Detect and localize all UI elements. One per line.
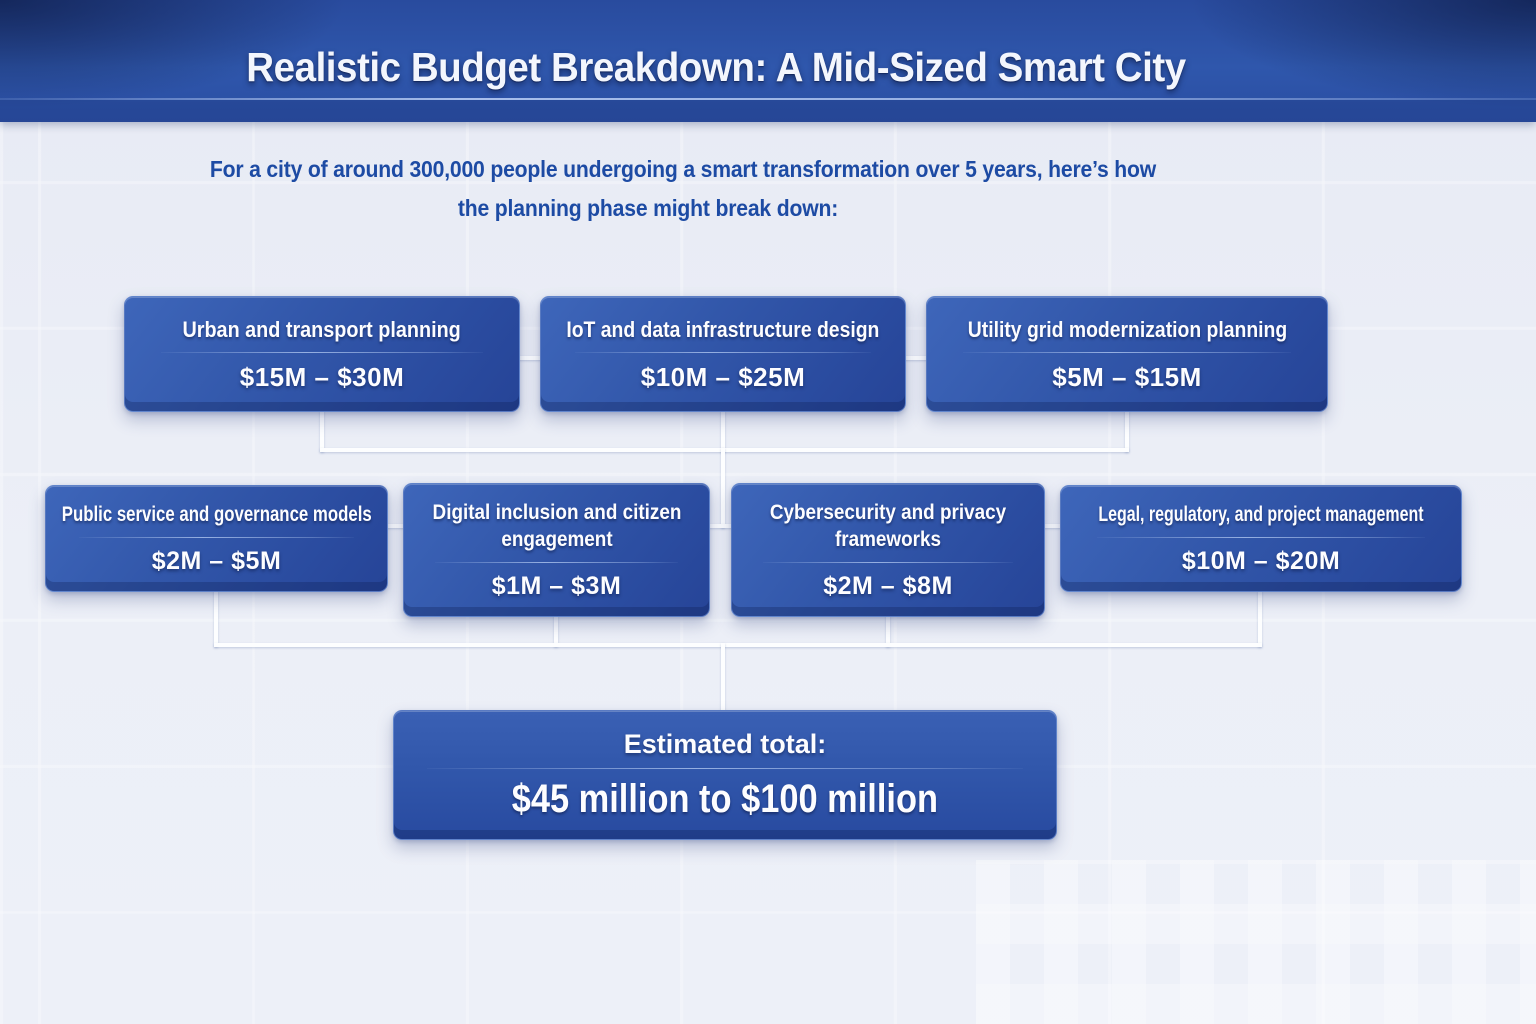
connector-drop-digital-inclusion xyxy=(554,615,558,647)
connector-drop-cybersecurity xyxy=(886,615,890,647)
node-divider xyxy=(575,351,871,353)
node-value: $5M – $15M xyxy=(1052,361,1202,392)
total-value: $45 million to $100 million xyxy=(511,776,939,821)
node-legal-regulatory-project-management: Legal, regulatory, and project managemen… xyxy=(1060,485,1462,592)
node-divider xyxy=(434,562,679,563)
node-estimated-total: Estimated total: $45 million to $100 mil… xyxy=(393,710,1057,840)
node-divider xyxy=(763,562,1013,563)
node-divider xyxy=(963,351,1291,353)
intro-line-1: For a city of around 300,000 people unde… xyxy=(209,156,1157,182)
node-value: $10M – $20M xyxy=(1181,547,1341,575)
page-title: Realistic Budget Breakdown: A Mid-Sized … xyxy=(246,44,1186,90)
node-title: Digital inclusion and citizen engagement xyxy=(432,501,681,551)
node-urban-transport-planning: Urban and transport planning $15M – $30M xyxy=(124,296,520,412)
intro-line-2: the planning phase might break down: xyxy=(457,195,839,221)
node-title: Cybersecurity and privacy frameworks xyxy=(769,501,1007,551)
node-title: IoT and data infrastructure design xyxy=(566,316,880,342)
connector-drop-total xyxy=(721,643,725,713)
node-iot-data-infrastructure: IoT and data infrastructure design $10M … xyxy=(540,296,906,412)
background-mosaic-texture xyxy=(976,860,1536,1024)
node-divider xyxy=(160,351,484,353)
total-label: Estimated total: xyxy=(623,728,827,759)
node-title: Urban and transport planning xyxy=(182,316,462,342)
connector-drop-legal xyxy=(1258,590,1262,647)
connector-drop-utility xyxy=(1125,410,1129,452)
node-title: Utility grid modernization planning xyxy=(967,316,1287,342)
connector-drop-public-service xyxy=(214,590,218,647)
connector-center-drop-1 xyxy=(721,448,725,528)
connector-drop-urban xyxy=(320,410,324,452)
node-divider xyxy=(1097,537,1425,538)
node-cybersecurity-privacy-frameworks: Cybersecurity and privacy frameworks $2M… xyxy=(731,483,1045,617)
header-footer-strip xyxy=(0,100,1536,122)
node-value: $2M – $8M xyxy=(823,572,953,600)
header-highlight-line xyxy=(0,98,1536,100)
header-banner: Realistic Budget Breakdown: A Mid-Sized … xyxy=(0,0,1536,122)
intro-text: For a city of around 300,000 people unde… xyxy=(83,150,1283,228)
node-value: $2M – $5M xyxy=(151,547,282,575)
node-value: $1M – $3M xyxy=(491,572,622,600)
node-title: Public service and governance models xyxy=(61,503,372,526)
node-value: $15M – $30M xyxy=(239,361,405,392)
connector-drop-iot xyxy=(721,410,725,452)
node-title: Legal, regulatory, and project managemen… xyxy=(1098,503,1424,526)
node-divider xyxy=(78,537,355,538)
node-digital-inclusion-citizen-engagement: Digital inclusion and citizen engagement… xyxy=(403,483,710,617)
node-divider xyxy=(427,767,1023,769)
node-public-service-governance: Public service and governance models $2M… xyxy=(45,485,388,592)
node-value: $10M – $25M xyxy=(640,361,806,392)
connector-bus-row2 xyxy=(214,643,1262,647)
node-utility-grid-modernization: Utility grid modernization planning $5M … xyxy=(926,296,1328,412)
